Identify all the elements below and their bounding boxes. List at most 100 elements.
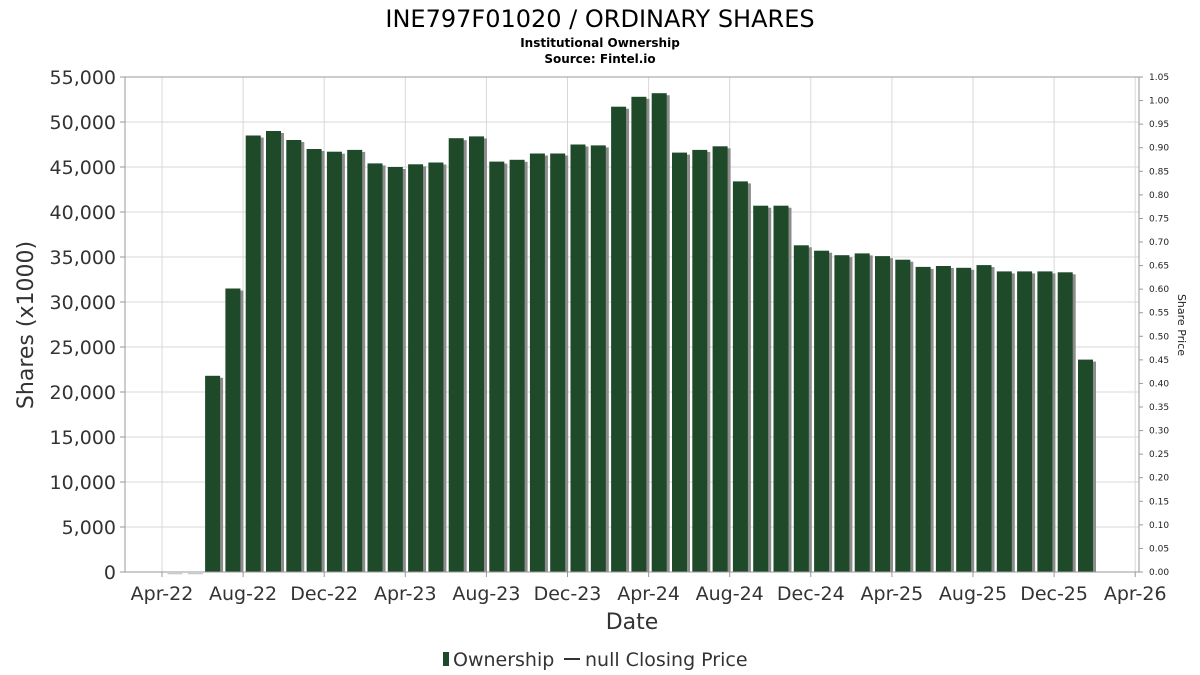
y-axis-label: Shares (x1000): [14, 241, 39, 409]
y2-tick-label: 1.00: [1149, 97, 1169, 107]
ownership-bar: [1017, 271, 1033, 572]
ownership-bar: [996, 271, 1012, 572]
y-tick-label: 45,000: [50, 157, 116, 179]
y2-tick-label: 0.25: [1149, 450, 1169, 460]
ownership-bar: [266, 131, 281, 572]
ownership-bar: [672, 152, 687, 572]
x-tick-label: Apr-22: [131, 583, 194, 605]
ownership-bar: [854, 253, 870, 572]
legend-ownership-swatch: [443, 652, 449, 666]
y2-tick-label: 0.15: [1149, 497, 1169, 507]
ownership-bar: [326, 151, 342, 572]
y-tick-label: 50,000: [50, 112, 116, 134]
ownership-bar: [205, 375, 221, 572]
y2-tick-label: 0.70: [1149, 238, 1169, 248]
x-tick-label: Aug-25: [939, 583, 1007, 605]
y2-tick-label: 0.30: [1149, 427, 1169, 437]
y-tick-label: 30,000: [50, 292, 116, 314]
y2-tick-label: 0.00: [1149, 568, 1169, 578]
ownership-bar: [976, 265, 992, 572]
ownership-bar: [773, 205, 789, 572]
y2-tick-label: 0.40: [1149, 379, 1169, 389]
ownership-bar: [793, 245, 809, 573]
ownership-bar: [1078, 359, 1093, 572]
ownership-bar: [712, 146, 728, 573]
y-tick-label: 10,000: [50, 472, 116, 494]
ownership-bar: [1057, 272, 1073, 572]
y2-tick-label: 0.35: [1149, 403, 1169, 413]
ownership-bar: [875, 256, 890, 572]
x-tick-label: Aug-22: [209, 583, 277, 605]
y2-tick-label: 0.95: [1149, 120, 1169, 130]
ownership-bar: [489, 161, 505, 572]
chart-title: INE797F01020 / ORDINARY SHARES: [385, 5, 814, 33]
ownership-bar: [469, 136, 484, 572]
ownership-bar: [611, 106, 627, 572]
x-tick-label: Apr-25: [861, 583, 924, 605]
ownership-bar: [550, 153, 566, 572]
y2-tick-label: 0.65: [1149, 262, 1169, 272]
y-tick-label: 35,000: [50, 247, 116, 269]
y-axis-ticks: 0 5,000 10,000 15,000 20,000 25,000 30,000 35,0…: [50, 67, 125, 584]
ownership-bar: [631, 96, 647, 573]
y2-tick-label: 0.75: [1149, 214, 1169, 224]
y2-tick-label: 0.85: [1149, 167, 1169, 177]
x-tick-label: Aug-23: [452, 583, 520, 605]
ownership-bar: [408, 164, 424, 573]
y2-tick-label: 0.05: [1149, 544, 1169, 554]
y2-tick-label: 0.80: [1149, 191, 1169, 201]
legend-price-label: null Closing Price: [585, 649, 748, 671]
ownership-bar: [895, 259, 911, 572]
y2-tick-label: 0.50: [1149, 332, 1169, 342]
y-tick-label: 40,000: [50, 202, 116, 224]
x-axis-label: Date: [606, 610, 659, 635]
ownership-bar: [814, 250, 830, 572]
ownership-bar: [245, 135, 261, 572]
y2-tick-label: 0.10: [1149, 521, 1169, 531]
legend-ownership-label: Ownership: [453, 649, 554, 671]
ownership-bar: [428, 162, 444, 572]
ownership-bar: [387, 167, 403, 572]
ownership-bar: [286, 140, 302, 572]
chart-source: Source: Fintel.io: [544, 52, 655, 66]
ownership-bar: [956, 267, 972, 572]
y2-tick-label: 0.20: [1149, 474, 1169, 484]
y2-tick-label: 0.60: [1149, 285, 1169, 295]
bar-shadow: [167, 573, 183, 575]
ownership-bar: [834, 255, 850, 572]
ownership-bar: [651, 93, 667, 572]
bars: [164, 93, 1096, 575]
x-tick-label: Apr-26: [1104, 583, 1167, 605]
ownership-bar: [590, 145, 606, 572]
ownership-bar: [1037, 271, 1053, 572]
ownership-bar: [367, 163, 383, 572]
y-tick-label: 25,000: [50, 337, 116, 359]
x-tick-label: Dec-22: [290, 583, 358, 605]
ownership-bar: [935, 266, 951, 572]
ownership-bar: [306, 149, 322, 572]
y2-tick-label: 0.55: [1149, 309, 1169, 319]
legend: Ownership null Closing Price: [443, 649, 748, 671]
ownership-bar: [509, 159, 525, 573]
y2-tick-label: 0.90: [1149, 144, 1169, 154]
x-tick-label: Apr-24: [617, 583, 680, 605]
x-tick-label: Dec-23: [534, 583, 602, 605]
y2-tick-label: 1.05: [1149, 73, 1169, 83]
y-tick-label: 15,000: [50, 427, 116, 449]
ownership-bar: [915, 266, 931, 572]
y-tick-label: 55,000: [50, 67, 116, 89]
y-tick-label: 0: [104, 562, 116, 584]
x-tick-label: Apr-23: [374, 583, 437, 605]
x-tick-label: Dec-24: [777, 583, 845, 605]
x-axis-ticks: Apr-22 Aug-22 Dec-22 Apr-23 Aug-23 Dec-23 Apr-…: [131, 572, 1167, 605]
x-tick-label: Aug-24: [696, 583, 764, 605]
x-tick-label: Dec-25: [1020, 583, 1088, 605]
plot-area: [124, 76, 1140, 573]
bar-shadow: [187, 573, 203, 575]
ownership-bar: [448, 138, 464, 572]
y-tick-label: 20,000: [50, 382, 116, 404]
chart-subtitle: Institutional Ownership: [520, 36, 680, 50]
ownership-bar: [692, 149, 708, 572]
ownership-bar: [347, 149, 363, 572]
